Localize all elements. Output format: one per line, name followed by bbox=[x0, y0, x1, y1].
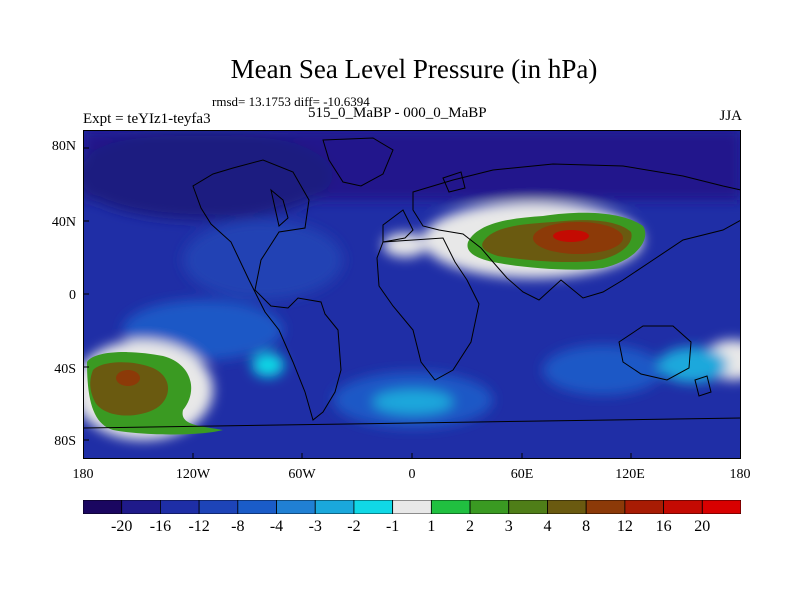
colorbar-cell bbox=[160, 500, 200, 514]
lon-label-0: 0 bbox=[408, 467, 416, 482]
lon-label-180w: 180 bbox=[72, 467, 94, 482]
lon-label-180e: 180 bbox=[729, 467, 751, 482]
colorbar-label: 8 bbox=[582, 518, 591, 535]
colorbar-cell bbox=[237, 500, 277, 514]
colorbar-cell bbox=[430, 500, 471, 514]
colorbar-cell bbox=[624, 500, 664, 514]
pressure-map bbox=[83, 130, 741, 459]
colorbar-label: -2 bbox=[347, 518, 361, 535]
colorbar-cell bbox=[121, 500, 161, 514]
colorbar-label: -16 bbox=[149, 518, 172, 535]
colorbar-label: 20 bbox=[694, 518, 711, 535]
lat-label-80n: 80N bbox=[51, 139, 76, 154]
colorbar-label: -1 bbox=[385, 518, 400, 535]
colorbar-cell bbox=[198, 500, 239, 514]
colorbar-label: -20 bbox=[111, 518, 133, 535]
colorbar-cell bbox=[276, 500, 316, 514]
colorbar-label: 2 bbox=[466, 518, 475, 535]
comparison-label: 515_0_MaBP - 000_0_MaBP bbox=[308, 105, 487, 121]
colorbar-cell bbox=[701, 500, 741, 514]
plot-title: Mean Sea Level Pressure (in hPa) bbox=[230, 54, 598, 84]
colorbar-label: -4 bbox=[269, 518, 284, 535]
lat-label-40n: 40N bbox=[51, 215, 76, 230]
colorbar-label: 12 bbox=[616, 518, 633, 535]
colorbar-cell bbox=[392, 500, 432, 514]
colorbar-cell bbox=[314, 500, 355, 514]
colorbar-cell bbox=[83, 500, 123, 514]
colorbar-cell bbox=[353, 500, 394, 514]
stats-label: rmsd= 13.1753 diff= -10.6394 bbox=[212, 94, 370, 109]
lat-label-80s: 80S bbox=[54, 434, 76, 449]
colorbar-label: -12 bbox=[188, 518, 210, 535]
colorbar-label: -3 bbox=[308, 518, 322, 535]
lat-label-0: 0 bbox=[69, 288, 76, 303]
high-pressure-south-pacific bbox=[87, 352, 223, 435]
colorbar-label: 4 bbox=[543, 518, 552, 535]
colorbar-cell bbox=[585, 500, 626, 514]
colorbar-label: -8 bbox=[231, 518, 245, 535]
colorbar-cell bbox=[469, 500, 510, 514]
colorbar-cell bbox=[547, 500, 587, 514]
colorbar bbox=[83, 500, 741, 514]
experiment-label: Expt = teYIz1-teyfa3 bbox=[83, 111, 211, 127]
colorbar-label: 1 bbox=[427, 518, 436, 535]
lat-label-40s: 40S bbox=[54, 362, 76, 377]
lon-label-60e: 60E bbox=[510, 467, 534, 482]
axis-ticks bbox=[83, 147, 632, 459]
season-label: JJA bbox=[719, 108, 742, 124]
lon-label-120e: 120E bbox=[615, 467, 645, 482]
colorbar-label: 3 bbox=[504, 518, 513, 535]
lon-label-60w: 60W bbox=[288, 467, 316, 482]
lon-label-120w: 120W bbox=[175, 467, 211, 482]
colorbar-cell bbox=[663, 500, 703, 514]
high-pressure-asia bbox=[467, 212, 646, 270]
colorbar-cell bbox=[508, 500, 548, 514]
continent-outlines bbox=[83, 137, 741, 429]
colorbar-label: 16 bbox=[655, 518, 672, 535]
